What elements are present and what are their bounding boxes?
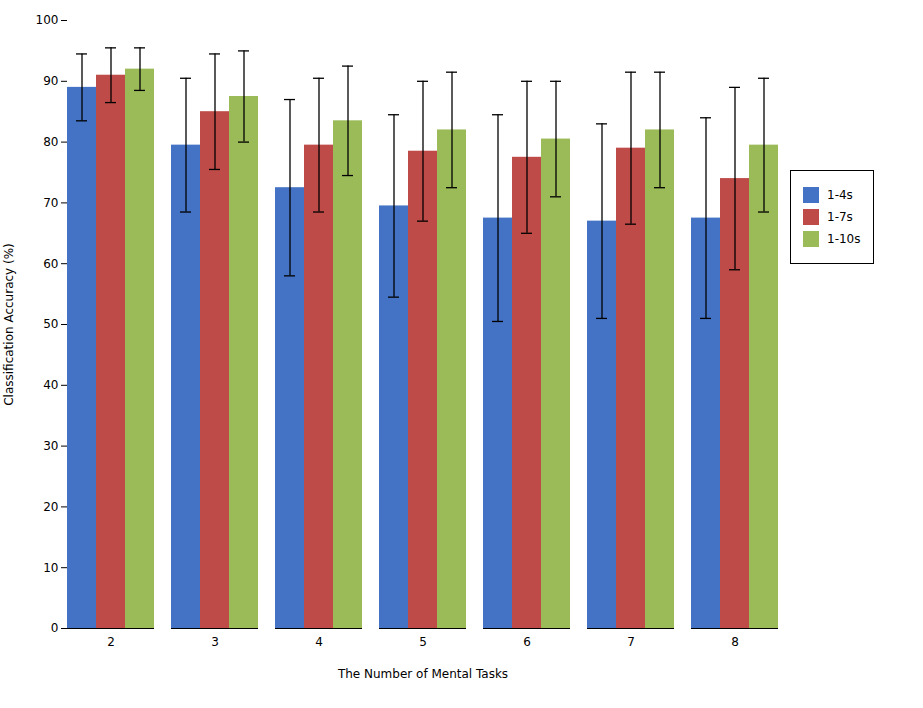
svg-text:70: 70 — [43, 196, 58, 210]
svg-text:2: 2 — [107, 635, 115, 649]
svg-text:3: 3 — [211, 635, 219, 649]
svg-text:0: 0 — [51, 621, 59, 635]
svg-text:100: 100 — [36, 13, 59, 27]
svg-text:4: 4 — [315, 635, 323, 649]
html-text:1-10s: 1-10s — [827, 232, 861, 246]
svg-text:7: 7 — [627, 635, 635, 649]
svg-text:30: 30 — [43, 439, 58, 453]
svg-text:20: 20 — [43, 500, 58, 514]
svg-text:60: 60 — [43, 257, 58, 271]
svg-text:50: 50 — [43, 317, 58, 331]
html-text:1-7s: 1-7s — [827, 210, 853, 224]
svg-text:The Number of Mental Tasks: The Number of Mental Tasks — [337, 667, 508, 681]
svg-text:8: 8 — [731, 635, 739, 649]
svg-text:5: 5 — [419, 635, 427, 649]
html-text:1-4s: 1-4s — [827, 188, 853, 202]
svg-text:90: 90 — [43, 74, 58, 88]
svg-text:Classification Accuracy (%): Classification Accuracy (%) — [2, 243, 16, 406]
svg-text:80: 80 — [43, 135, 58, 149]
svg-text:10: 10 — [43, 561, 58, 575]
svg-text:40: 40 — [43, 378, 58, 392]
svg-text:6: 6 — [523, 635, 531, 649]
